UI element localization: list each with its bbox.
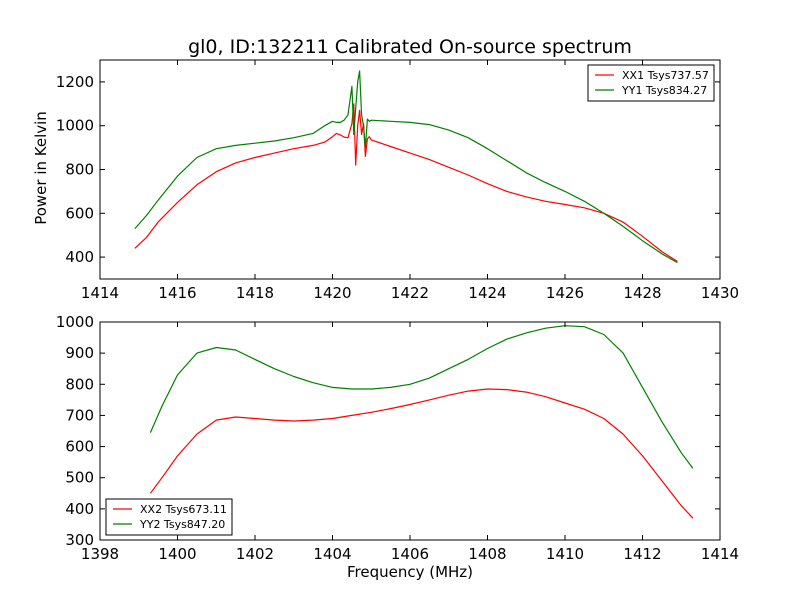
x-tick-label: 1412	[623, 545, 661, 563]
x-tick-label: 1422	[391, 284, 429, 302]
legend-label-1: XX1 Tsys737.57	[622, 69, 709, 82]
x-tick-label: 1426	[546, 284, 584, 302]
x-tick-label: 1406	[391, 545, 429, 563]
legend-box	[105, 498, 233, 536]
x-tick-label: 1428	[623, 284, 661, 302]
legend-box	[587, 64, 715, 102]
x-tick-label: 1404	[313, 545, 351, 563]
y-axis-title: Power in Kelvin	[32, 111, 50, 225]
chart-title: gl0, ID:132211 Calibrated On-source spec…	[188, 36, 632, 58]
legend-label-2: YY2 Tsys847.20	[139, 518, 225, 531]
y-tick-label: 400	[65, 500, 94, 518]
x-tick-label: 1410	[546, 545, 584, 563]
series-line-1	[134, 103, 678, 263]
y-tick-label: 700	[65, 406, 94, 424]
series-line-2	[134, 70, 678, 264]
x-tick-label: 1418	[236, 284, 274, 302]
x-tick-label: 1416	[158, 284, 196, 302]
x-tick-label: 1414	[81, 284, 119, 302]
y-tick-label: 300	[65, 531, 94, 549]
legend: XX2 Tsys673.11 YY2 Tsys847.20	[105, 498, 233, 536]
y-tick-label: 900	[65, 344, 94, 362]
y-tick-label: 600	[65, 204, 94, 222]
y-tick-label: 400	[65, 248, 94, 266]
series-line-2	[149, 325, 694, 469]
legend: XX1 Tsys737.57 YY1 Tsys834.27	[587, 64, 715, 102]
y-tick-label: 500	[65, 469, 94, 487]
y-tick-label: 600	[65, 438, 94, 456]
x-tick-label: 1414	[701, 545, 739, 563]
y-tick-label: 800	[65, 375, 94, 393]
x-tick-label: 1398	[81, 545, 119, 563]
y-tick-label: 1200	[56, 73, 94, 91]
x-tick-label: 1420	[313, 284, 351, 302]
y-tick-label: 800	[65, 161, 94, 179]
top-panel: 1414 1416 1418 1420 1422 1424 1426 1428 1430 400 6…	[56, 59, 739, 302]
bottom-panel: 1398 1400 1402 1404 1406 1408 1410 1412 1414 300 4…	[56, 313, 739, 563]
x-tick-label: 1402	[236, 545, 274, 563]
y-tick-label: 1000	[56, 313, 94, 331]
x-axis-title: Frequency (MHz)	[347, 563, 473, 581]
x-tick-label: 1430	[701, 284, 739, 302]
series-line-1	[149, 388, 694, 519]
x-tick-label: 1424	[468, 284, 506, 302]
legend-label-1: XX2 Tsys673.11	[140, 503, 227, 516]
legend-label-2: YY1 Tsys834.27	[621, 84, 707, 97]
x-tick-label: 1400	[158, 545, 196, 563]
x-tick-label: 1408	[468, 545, 506, 563]
y-tick-label: 1000	[56, 117, 94, 135]
